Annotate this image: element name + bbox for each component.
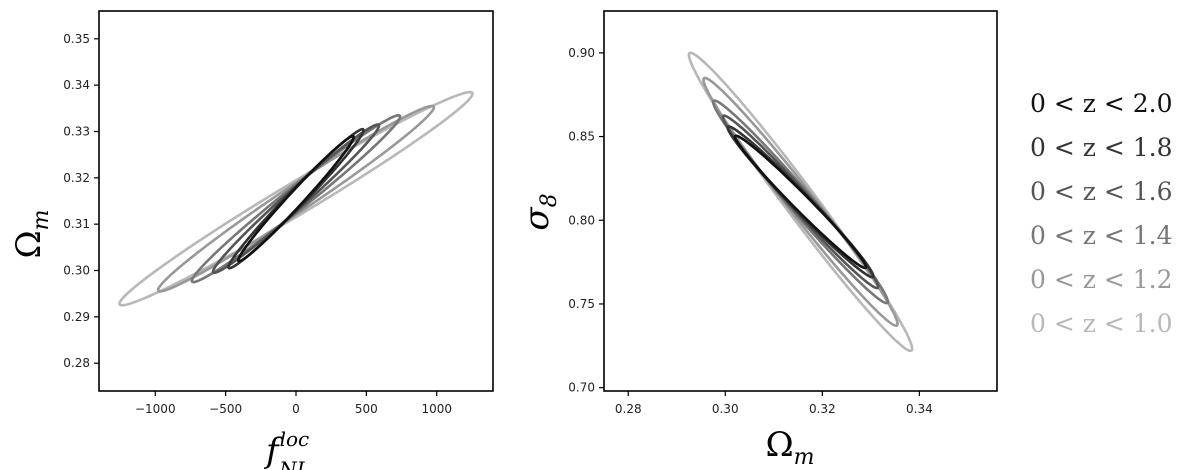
left-x-tick-label: 1000 [421, 402, 452, 416]
left-y-tick-label: 0.28 [63, 356, 90, 370]
left-y-tick-label: 0.34 [63, 78, 90, 92]
left-contour-0-z-2-0 [236, 134, 356, 263]
left-contour-0-z-1-4 [190, 113, 402, 284]
right-x-axis-title: Ωm [765, 425, 814, 470]
left-plot-frame [98, 10, 494, 392]
right-x-tick-label: 0.32 [809, 402, 836, 416]
left-y-tick-label: 0.30 [63, 264, 90, 278]
left-y-tick-label: 0.35 [63, 32, 90, 46]
right-x-tick-label: 0.34 [906, 402, 933, 416]
right-contour-0-z-1-2 [702, 76, 899, 328]
legend-item-0-z-2-0: 0 < z < 2.0 [1030, 89, 1173, 118]
right-contour-0-z-1-0 [687, 51, 914, 353]
left-panel: −1000 −500 0 500 1000 0.28 0.29 0.30 0.31 0.32 0.3… [9, 10, 494, 470]
left-x-tick-label: −1000 [135, 402, 176, 416]
legend-item-0-z-1-0: 0 < z < 1.0 [1030, 309, 1173, 338]
right-x-tick-label: 0.30 [712, 402, 739, 416]
right-y-tick-label: 0.90 [568, 46, 595, 60]
legend-item-0-z-1-6: 0 < z < 1.6 [1030, 177, 1173, 206]
left-contour-0-z-1-0 [118, 90, 474, 307]
right-y-tick-label: 0.85 [568, 130, 595, 144]
legend-item-0-z-1-8: 0 < z < 1.8 [1030, 133, 1173, 162]
right-y-tick-label: 0.80 [568, 213, 595, 227]
right-ticks: 0.28 0.30 0.32 0.34 0.70 0.75 0.80 0.85 0.90 [568, 46, 932, 416]
legend-item-0-z-1-2: 0 < z < 1.2 [1030, 265, 1173, 294]
left-contour-0-z-1-6 [211, 123, 381, 275]
right-plot-frame [603, 10, 998, 392]
left-x-tick-label: −500 [209, 402, 242, 416]
left-x-axis-title: floc NL [263, 427, 310, 470]
left-ticks: −1000 −500 0 500 1000 0.28 0.29 0.30 0.31 0.32 0.3… [63, 32, 452, 416]
right-y-tick-label: 0.75 [568, 297, 595, 311]
right-contour-0-z-1-8 [726, 125, 875, 279]
left-x-tick-label: 500 [355, 402, 378, 416]
legend: 0 < z < 2.0 0 < z < 1.8 0 < z < 1.6 0 < z <… [1030, 89, 1173, 338]
left-y-tick-label: 0.32 [63, 171, 90, 185]
left-y-tick-label: 0.29 [63, 310, 90, 324]
right-y-tick-label: 0.70 [568, 381, 595, 395]
left-y-axis-title: Ωm [9, 209, 54, 258]
right-contour-0-z-2-0 [733, 134, 868, 270]
left-contour-0-z-1-2 [156, 104, 436, 293]
left-y-tick-label: 0.31 [63, 217, 90, 231]
right-x-tick-label: 0.28 [615, 402, 642, 416]
right-y-axis-title: σ8 [517, 193, 562, 230]
right-contours [687, 51, 914, 353]
left-y-tick-label: 0.33 [63, 124, 90, 138]
right-panel: 0.28 0.30 0.32 0.340.700.750.800.850.90 Ωm … [517, 10, 998, 470]
left-contours [118, 90, 474, 307]
left-x-tick-label: 0 [292, 402, 300, 416]
legend-item-0-z-1-4: 0 < z < 1.4 [1030, 221, 1173, 250]
